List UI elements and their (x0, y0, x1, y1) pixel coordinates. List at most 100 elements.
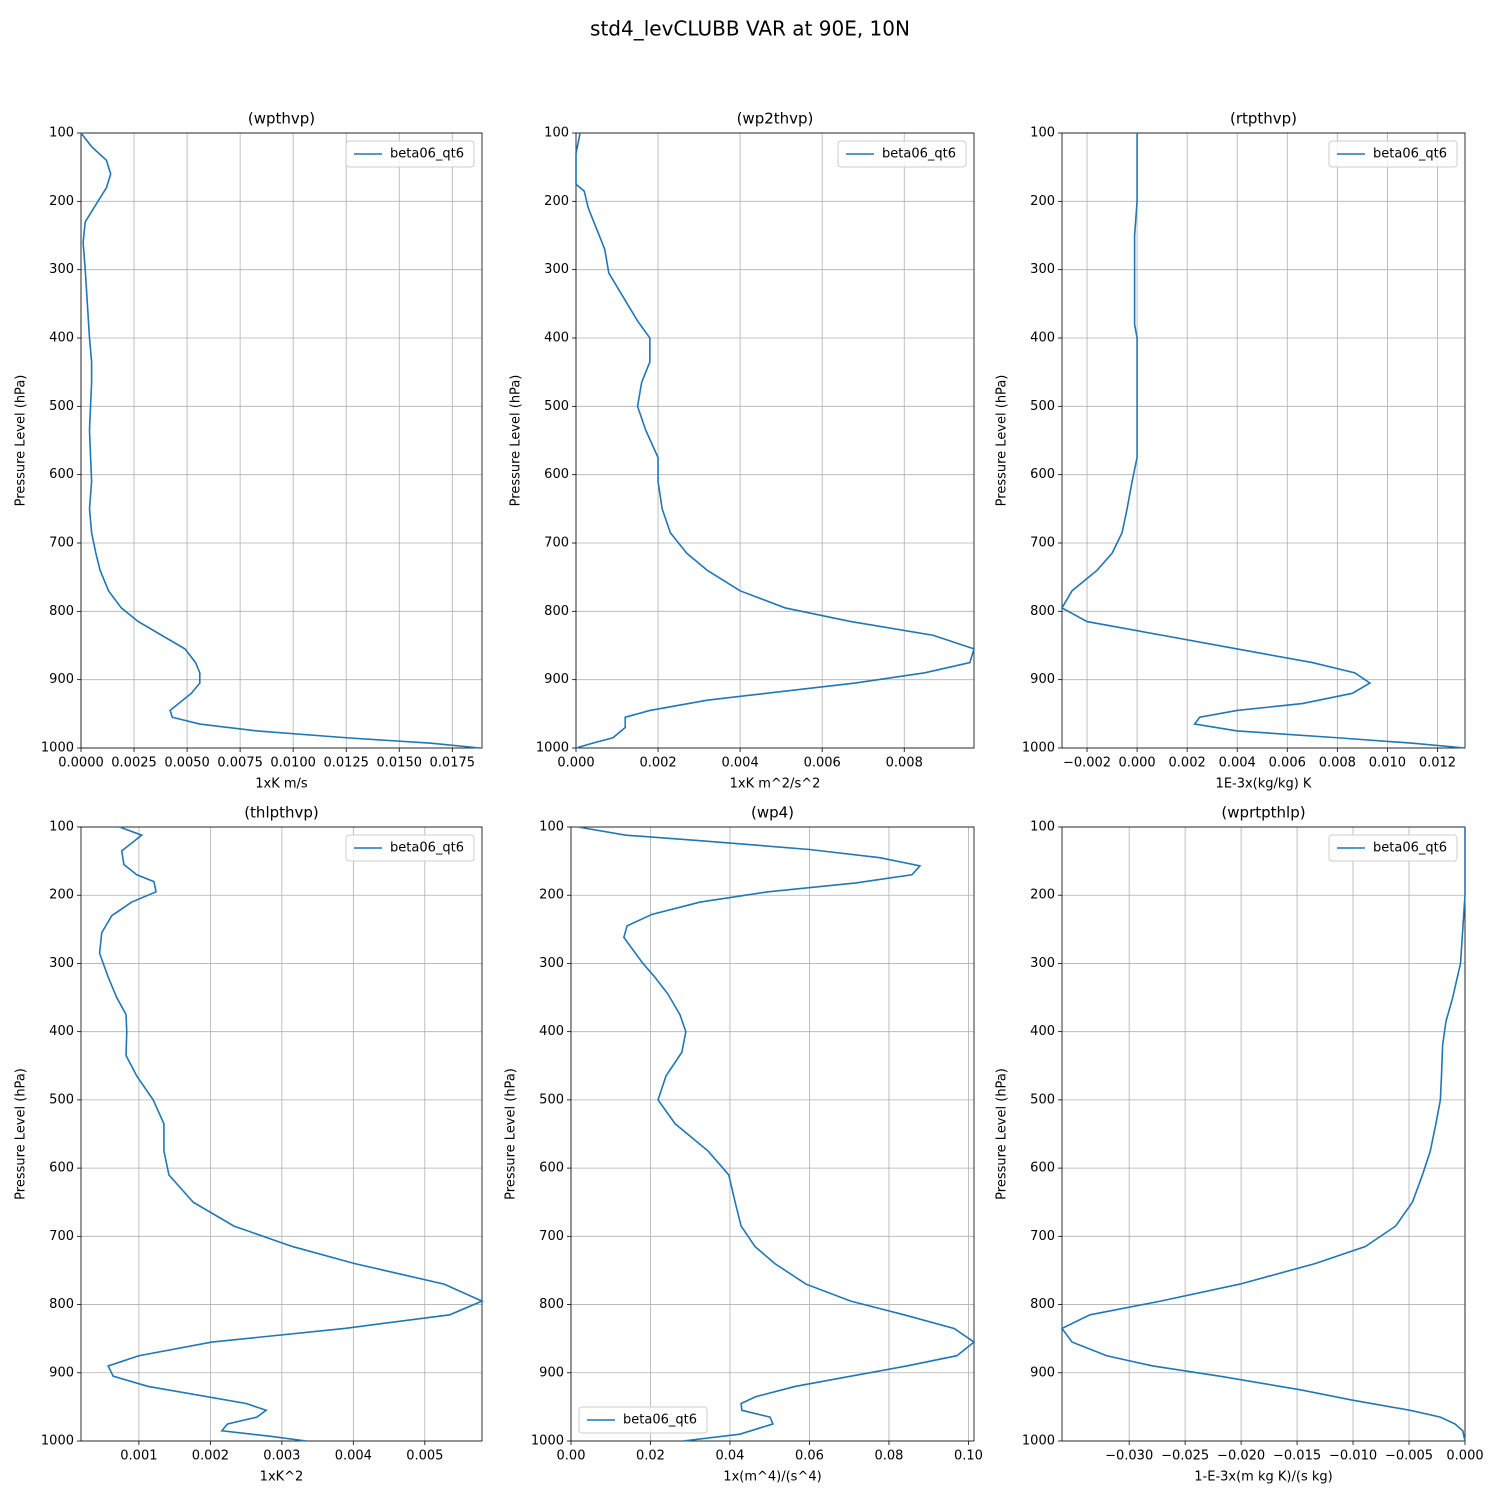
subplot: −0.002 0.000 0.002 0.004 0.006 0.008 0.010 0.01… (995, 110, 1466, 792)
data-line (80, 132, 480, 749)
y-tick-label: 200 (49, 194, 74, 209)
y-tick-label: 300 (544, 262, 569, 277)
y-tick-label: 300 (539, 956, 564, 971)
x-tick-label: 0.000 (1446, 1449, 1483, 1464)
x-tick-label: 0.012 (1419, 756, 1456, 771)
data-line (1060, 827, 1466, 1442)
y-tick-label: 400 (1030, 331, 1055, 346)
subplot-title: (wprtpthlp) (1221, 804, 1305, 822)
y-tick-label: 200 (539, 888, 564, 903)
y-tick-label: 700 (544, 536, 569, 551)
x-tick-label: 0.006 (804, 756, 841, 771)
y-tick-label: 700 (49, 1229, 74, 1244)
y-tick-label: 800 (49, 1297, 74, 1312)
x-tick-label: 0.06 (795, 1449, 824, 1464)
y-tick-label: 500 (1030, 1092, 1055, 1107)
x-axis-label: 1x(m^4)/(s^4) (723, 1470, 821, 1485)
y-tick-label: 600 (1030, 467, 1055, 482)
y-tick-label: 1000 (41, 1434, 74, 1449)
subplot-title: (thlpthvp) (244, 804, 319, 822)
x-tick-label: 0.004 (1219, 756, 1256, 771)
x-tick-label: −0.015 (1273, 1449, 1321, 1464)
subplot-title: (wpthvp) (248, 110, 315, 128)
y-axis-label: Pressure Level (hPa) (995, 375, 1010, 507)
subplot: 0.000 0.002 0.004 0.006 0.008 100 200 300 400 500… (509, 110, 975, 792)
x-axis-label: 1E-3x(kg/kg) K (1216, 777, 1312, 792)
x-tick-label: 0.001 (120, 1449, 157, 1464)
axes-frame (80, 132, 483, 749)
y-tick-label: 800 (544, 604, 569, 619)
y-tick-label: 200 (1030, 194, 1055, 209)
x-tick-label: 0.0050 (164, 756, 210, 771)
x-tick-label: 0.002 (1169, 756, 1206, 771)
axes-frame (575, 132, 975, 749)
y-tick-label: 100 (1030, 126, 1055, 141)
y-tick-label: 900 (49, 672, 74, 687)
x-axis-label: 1xK^2 (260, 1470, 304, 1485)
legend-box (1328, 140, 1458, 168)
x-tick-label: −0.002 (1063, 756, 1111, 771)
y-tick-label: 300 (49, 262, 74, 277)
subplot-title: (wp4) (751, 804, 794, 822)
subplot-title: (rtpthvp) (1230, 110, 1297, 128)
y-tick-label: 900 (539, 1365, 564, 1380)
x-tick-label: 0.02 (636, 1449, 665, 1464)
x-axis-label: 1xK m/s (255, 777, 308, 792)
data-line (575, 132, 975, 749)
y-tick-label: 300 (49, 956, 74, 971)
y-tick-label: 100 (544, 126, 569, 141)
x-tick-label: 0.0025 (111, 756, 157, 771)
x-tick-label: 0.008 (886, 756, 923, 771)
x-tick-label: 0.004 (335, 1449, 372, 1464)
y-tick-label: 900 (49, 1365, 74, 1380)
y-tick-label: 300 (1030, 956, 1055, 971)
y-tick-label: 100 (49, 126, 74, 141)
y-tick-label: 400 (49, 1024, 74, 1039)
x-tick-label: −0.025 (1161, 1449, 1209, 1464)
y-tick-label: 800 (539, 1297, 564, 1312)
x-tick-label: 0.010 (1369, 756, 1406, 771)
y-tick-label: 700 (49, 536, 74, 551)
y-tick-label: 800 (1030, 1297, 1055, 1312)
y-tick-label: 900 (1030, 672, 1055, 687)
subplot-title: (wp2thvp) (737, 110, 814, 128)
legend-box (837, 140, 967, 168)
y-tick-label: 1000 (536, 741, 569, 756)
y-tick-label: 1000 (1022, 741, 1055, 756)
subplot: 0.001 0.002 0.003 0.004 0.005 100 200 300 400 500… (14, 804, 484, 1485)
y-tick-label: 600 (49, 1161, 74, 1176)
y-tick-label: 700 (539, 1229, 564, 1244)
x-tick-label: 0.10 (954, 1449, 983, 1464)
data-line (1060, 133, 1466, 749)
axes-frame (570, 826, 975, 1442)
axes-frame (1061, 132, 1466, 749)
y-tick-label: 300 (1030, 262, 1055, 277)
legend-box (345, 140, 475, 168)
y-tick-label: 1000 (41, 741, 74, 756)
y-tick-label: 800 (1030, 604, 1055, 619)
x-tick-label: 0.0075 (217, 756, 263, 771)
y-tick-label: 400 (1030, 1024, 1055, 1039)
data-line (578, 826, 976, 1442)
x-tick-label: 0.00 (557, 1449, 586, 1464)
y-tick-label: 600 (1030, 1161, 1055, 1176)
y-tick-label: 900 (1030, 1365, 1055, 1380)
y-tick-label: 500 (544, 399, 569, 414)
legend-label: beta06_qt6 (882, 147, 956, 162)
y-axis-label: Pressure Level (hPa) (504, 1068, 519, 1200)
x-tick-label: 0.003 (263, 1449, 300, 1464)
data-line (98, 826, 484, 1442)
y-tick-label: 400 (539, 1024, 564, 1039)
y-tick-label: 1000 (531, 1434, 564, 1449)
y-tick-label: 700 (1030, 536, 1055, 551)
x-tick-label: 0.000 (557, 756, 594, 771)
y-tick-label: 400 (544, 331, 569, 346)
legend-label: beta06_qt6 (623, 1413, 697, 1428)
x-axis-label: 1-E-3x(m kg K)/(s kg) (1194, 1470, 1332, 1485)
subplot: −0.030 −0.025 −0.020 −0.015 −0.010 −0.005 0.00… (995, 804, 1484, 1485)
y-tick-label: 500 (49, 1092, 74, 1107)
y-tick-label: 500 (1030, 399, 1055, 414)
y-tick-label: 200 (544, 194, 569, 209)
x-tick-label: 0.0150 (377, 756, 423, 771)
